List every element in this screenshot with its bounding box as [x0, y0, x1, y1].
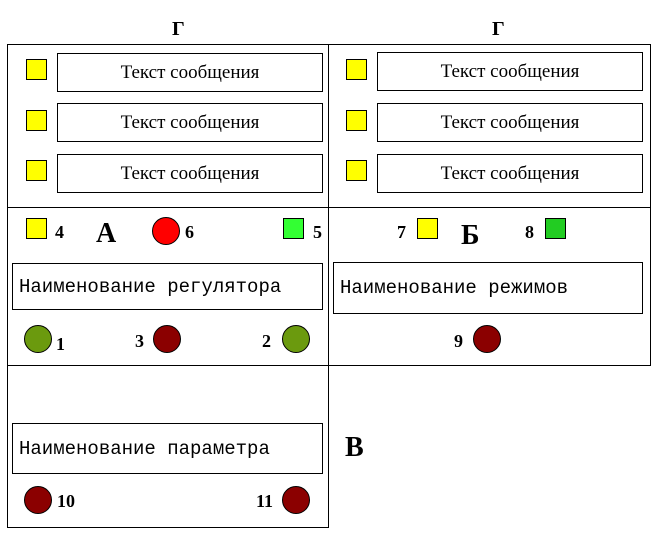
indicator-2-lamp: [282, 325, 310, 353]
indicator-2-label: 2: [262, 331, 271, 351]
indicator-6-lamp: [152, 217, 180, 245]
message-indicator-square: [26, 59, 47, 80]
message-indicator-square: [346, 110, 367, 131]
message-indicator-square: [26, 110, 47, 131]
indicator-1-label: 1: [56, 334, 65, 354]
indicator-7-square: [417, 218, 438, 239]
indicator-10-label: 10: [57, 491, 75, 511]
indicator-3-lamp: [153, 325, 181, 353]
section-v-letter: В: [345, 432, 364, 463]
message-indicator-square: [346, 59, 367, 80]
message-text-box: Текст сообщения: [57, 53, 323, 92]
section-b-letter: Б: [461, 220, 480, 251]
header-left: Г: [172, 18, 185, 40]
indicator-5-label: 5: [313, 222, 322, 242]
indicator-8-square: [545, 218, 566, 239]
indicator-3-label: 3: [135, 331, 144, 351]
message-indicator-square: [26, 160, 47, 181]
indicator-6-label: 6: [185, 222, 194, 242]
message-text-box: Текст сообщения: [57, 103, 323, 142]
indicator-1-lamp: [24, 325, 52, 353]
header-right: Г: [492, 18, 505, 40]
message-text-box: Текст сообщения: [57, 154, 323, 193]
indicator-11-label: 11: [256, 491, 274, 511]
indicator-7-label: 7: [397, 222, 406, 242]
parameter-name-box: Наименование параметра: [12, 423, 323, 474]
indicator-11-lamp: [282, 486, 310, 514]
indicator-4-square: [26, 218, 47, 239]
indicator-8-label: 8: [525, 222, 534, 242]
message-text-box: Текст сообщения: [377, 103, 643, 142]
indicator-10-lamp: [24, 486, 52, 514]
message-text-box: Текст сообщения: [377, 154, 643, 193]
message-indicator-square: [346, 160, 367, 181]
indicator-9-lamp: [473, 325, 501, 353]
regulator-name-box: Наименование регулятора: [12, 263, 323, 310]
indicator-5-square: [283, 218, 304, 239]
indicator-4-label: 4: [55, 222, 64, 242]
message-text-box: Текст сообщения: [377, 52, 643, 91]
indicator-9-label: 9: [454, 331, 463, 351]
section-a-letter: А: [96, 218, 117, 249]
modes-name-box: Наименование режимов: [333, 262, 643, 314]
